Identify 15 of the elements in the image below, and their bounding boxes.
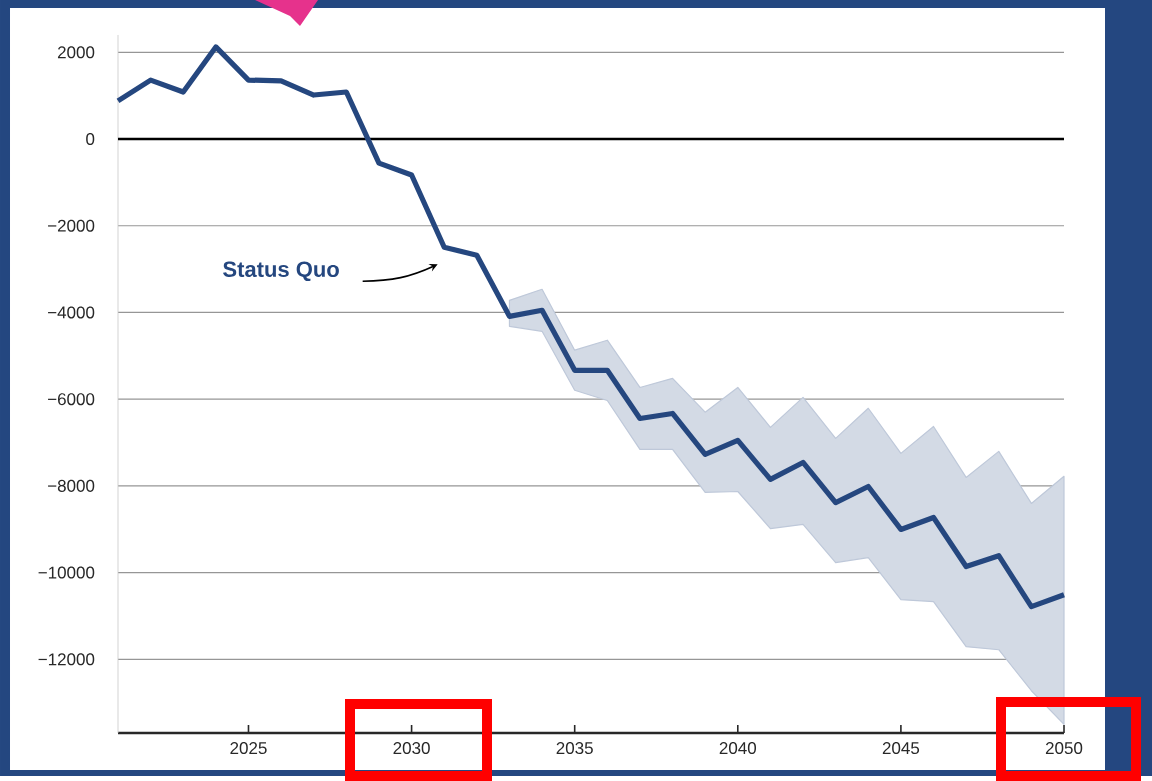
y-tick-label: −2000 <box>48 219 95 232</box>
text: Status Quo <box>223 261 339 282</box>
y-tick-label: −6000 <box>48 393 95 406</box>
y-tick-label: 2000 <box>57 46 95 59</box>
y-tick-label: −8000 <box>48 479 95 492</box>
y-tick-label: −12000 <box>38 653 95 666</box>
x-tick-label: 2030 <box>393 742 430 755</box>
x-tick-label: 2040 <box>719 742 757 755</box>
y-tick-label: 0 <box>86 133 95 146</box>
x-tick-label: 2045 <box>882 742 920 755</box>
y-tick-label: −4000 <box>48 306 95 319</box>
x-tick-label: 2035 <box>556 742 593 755</box>
x-tick-label: 2025 <box>230 742 267 755</box>
x-tick-label: 2050 <box>1045 742 1083 755</box>
y-tick-label: −10000 <box>38 566 95 579</box>
